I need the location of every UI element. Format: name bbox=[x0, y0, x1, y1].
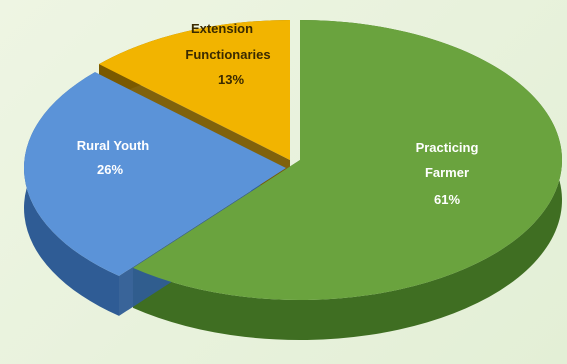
extension-functionaries-value: 13% bbox=[218, 72, 244, 87]
slice-extension-functionaries bbox=[99, 20, 290, 160]
slice-rural-youth bbox=[23, 72, 287, 276]
extension-functionaries-label-line1: Extension bbox=[191, 21, 253, 36]
practicing-farmer-label-line2: Farmer bbox=[425, 165, 469, 180]
slice-side-practicing-farmer bbox=[132, 20, 562, 340]
practicing-farmer-label-line1: Practicing bbox=[416, 140, 479, 155]
rural-youth-label: Rural Youth bbox=[77, 138, 150, 153]
practicing-farmer-value: 61% bbox=[434, 192, 460, 207]
slice-label-rural-youth: Rural Youth 26% bbox=[77, 138, 150, 177]
pie-tops bbox=[23, 20, 562, 300]
slice-practicing-farmer bbox=[132, 20, 562, 300]
slice-label-practicing-farmer: Practicing Farmer 61% bbox=[416, 140, 479, 207]
slice-label-extension-functionaries: Extension Functionaries 13% bbox=[185, 21, 270, 87]
extension-functionaries-label-line2: Functionaries bbox=[185, 47, 270, 62]
rural-youth-value: 26% bbox=[97, 162, 123, 177]
